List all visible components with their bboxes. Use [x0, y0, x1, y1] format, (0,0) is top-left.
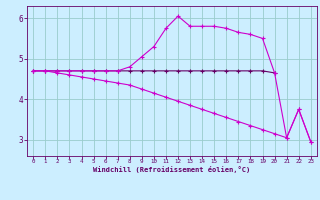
X-axis label: Windchill (Refroidissement éolien,°C): Windchill (Refroidissement éolien,°C)	[93, 166, 251, 173]
